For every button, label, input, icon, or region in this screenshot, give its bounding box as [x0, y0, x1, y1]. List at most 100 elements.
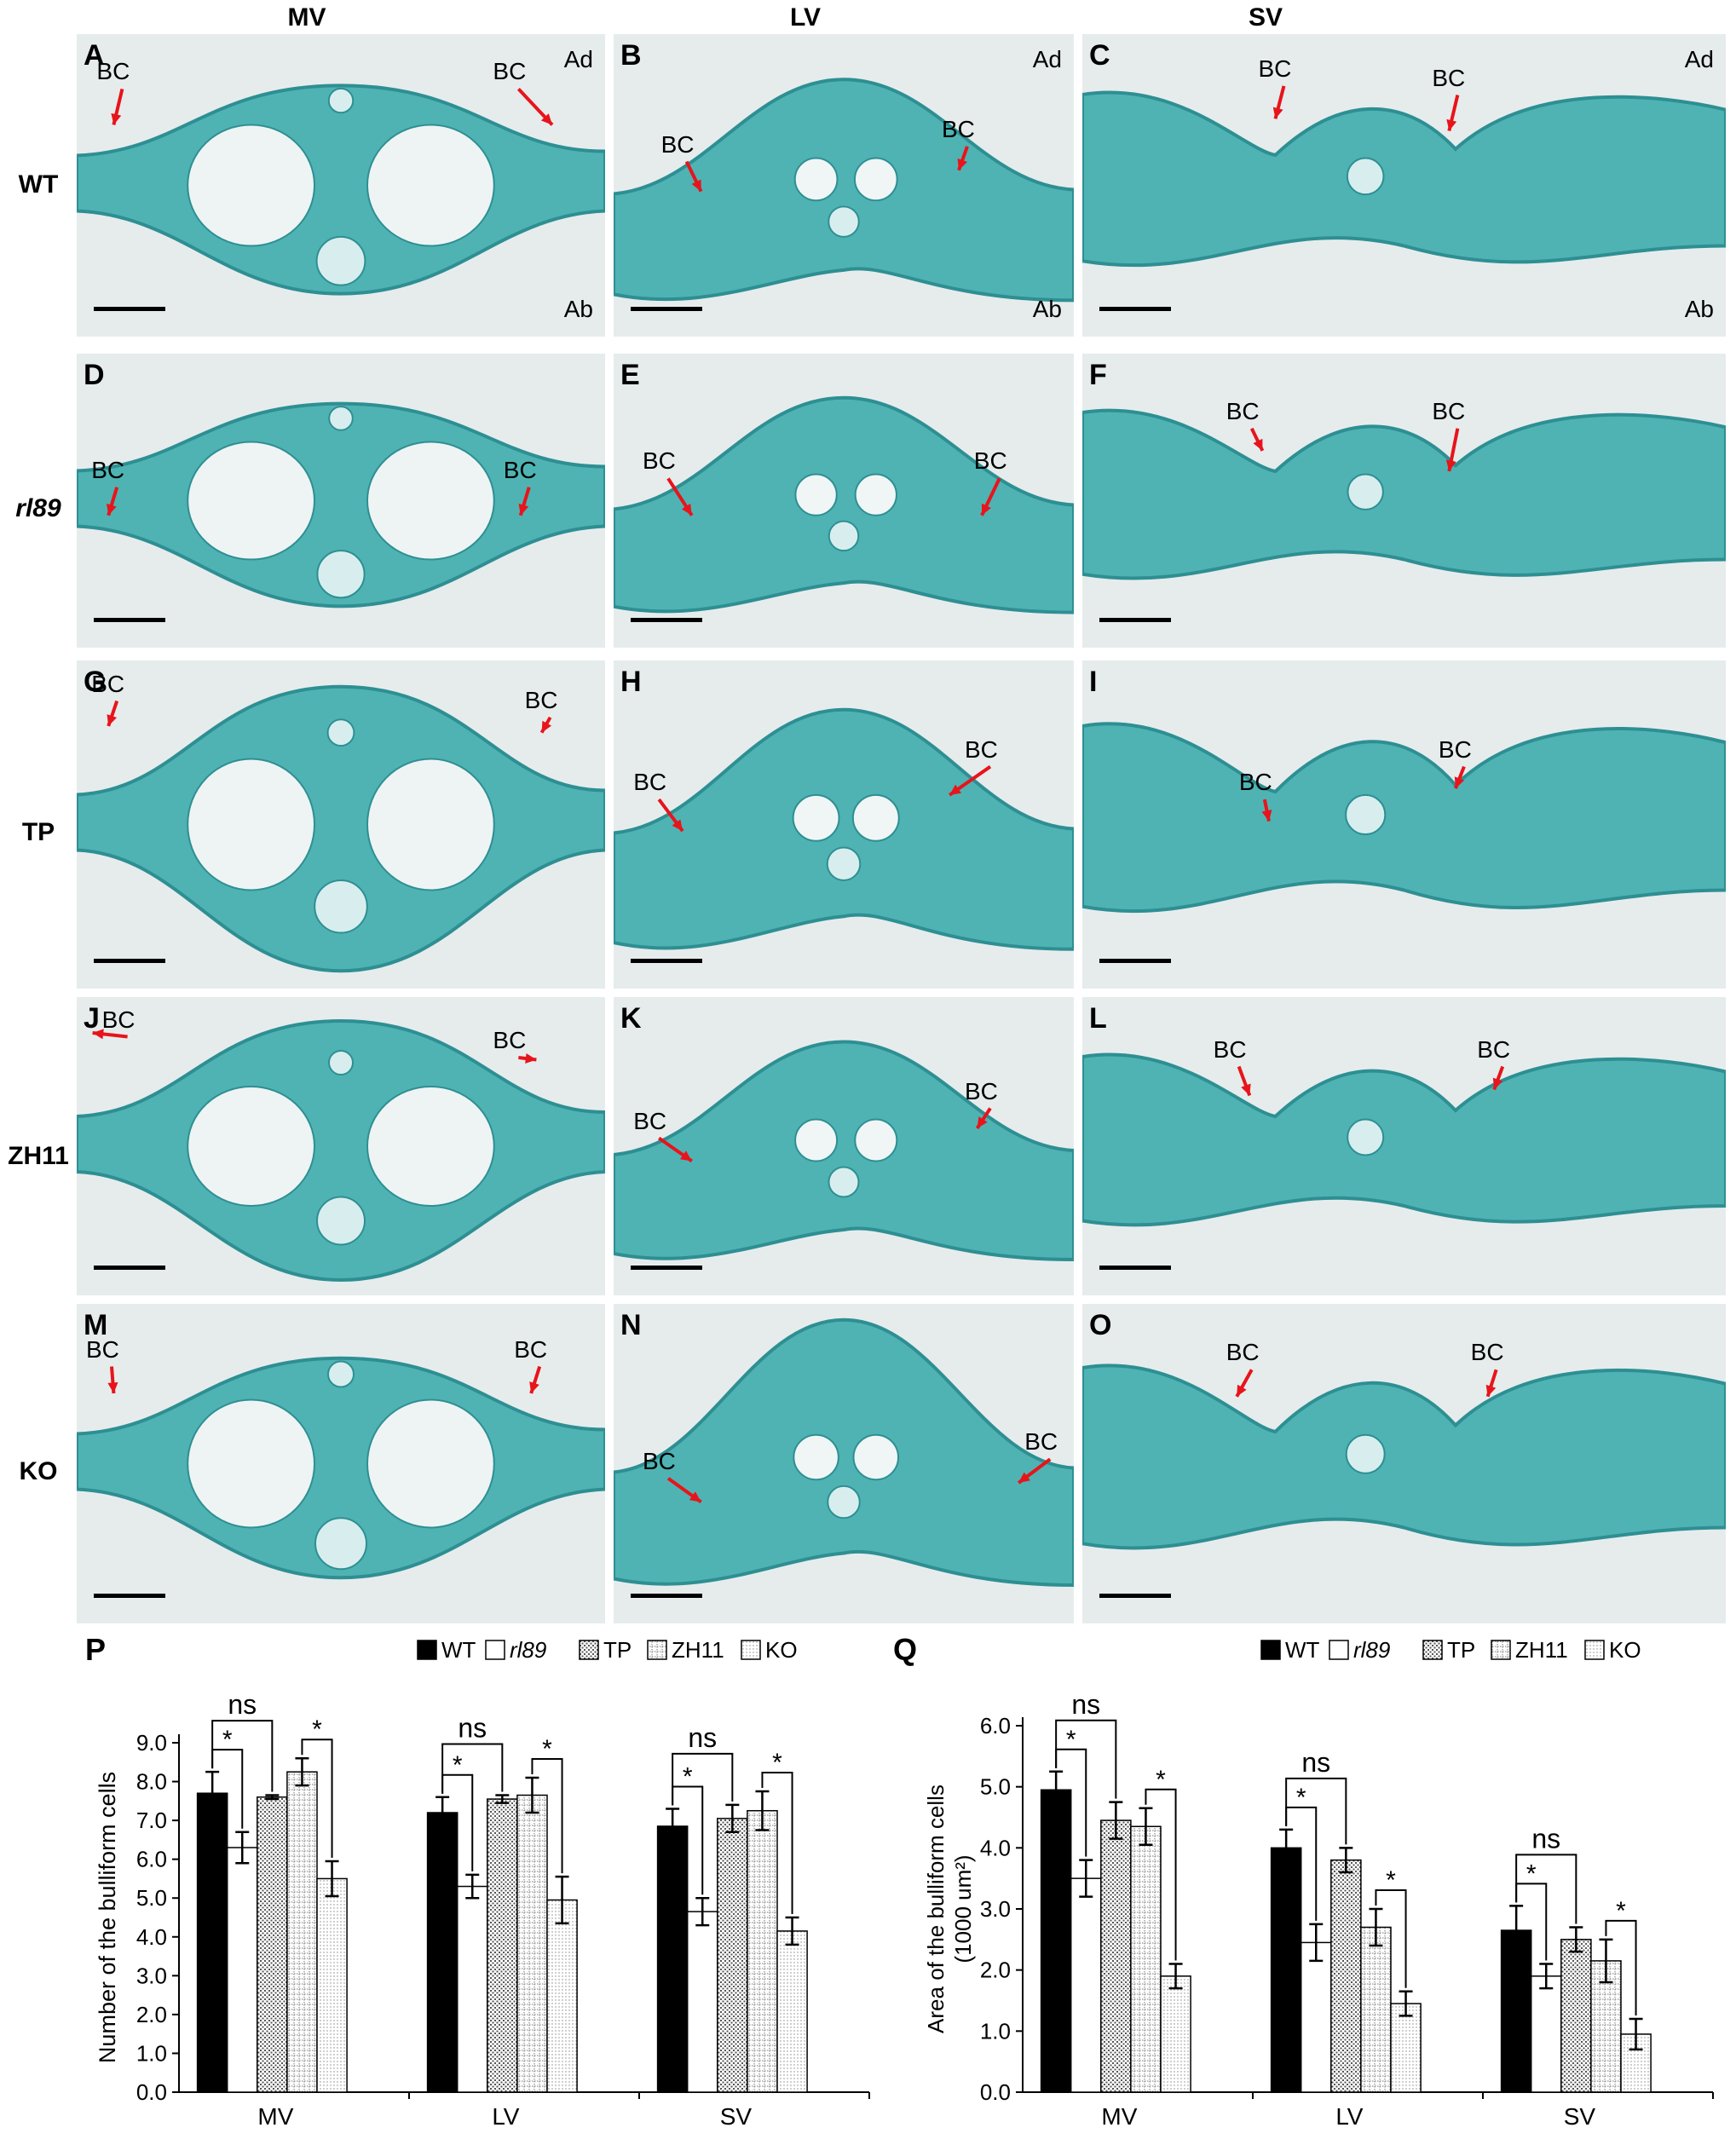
bulliform-arrowhead	[92, 1029, 104, 1040]
bulliform-arrowhead	[949, 784, 962, 795]
significance-label: ns	[1071, 1689, 1100, 1720]
bar-zh11-mv	[286, 1771, 318, 2093]
bulliform-cell-label: BC	[524, 686, 558, 713]
error-bar	[1399, 1990, 1413, 2017]
scale-bar	[1099, 1594, 1171, 1598]
legend-swatch	[1260, 1640, 1281, 1660]
row-label-wt: WT	[18, 170, 59, 199]
micrograph-panel-b: B Ad Ab BC BC	[614, 34, 1074, 337]
bulliform-cell-label: BC	[643, 1447, 676, 1474]
legend-label: TP	[1447, 1637, 1475, 1663]
significance-bracket	[1145, 1788, 1177, 1961]
bar-rl89-lv	[1300, 1941, 1332, 2093]
y-tick-label: 3.0	[980, 1896, 1011, 1922]
leaf-section-image	[614, 1318, 1074, 1588]
bar-ko-mv	[316, 1877, 348, 2093]
significance-label: ns	[1531, 1823, 1560, 1854]
y-tick-label: 2.0	[980, 1958, 1011, 1983]
significance-label: ns	[1301, 1747, 1330, 1778]
bar-zh11-sv	[747, 1809, 778, 2093]
bar-rl89-lv	[456, 1885, 488, 2093]
column-header-mv: MV	[287, 3, 326, 32]
y-axis-label: Area of the bulliform cells	[923, 1785, 949, 2033]
error-bar	[495, 1794, 510, 1804]
significance-bracket	[301, 1738, 333, 1858]
micrograph-panel-f: F BC BC	[1082, 354, 1726, 648]
y-tick-label: 5.0	[980, 1774, 1011, 1800]
legend-swatch	[1422, 1640, 1443, 1660]
bulliform-cell-label: BC	[514, 1335, 548, 1363]
micrograph-panel-h: H BC BC	[614, 660, 1074, 989]
bulliform-arrowhead	[529, 1381, 539, 1393]
panel-label: C	[1089, 39, 1110, 72]
bulliform-arrowhead	[672, 819, 683, 832]
significance-label: *	[683, 1762, 693, 1790]
bar-zh11-mv	[1130, 1825, 1162, 2093]
bar-rl89-sv	[686, 1911, 718, 2093]
y-axis-label-unit: (1000 um²)	[950, 1854, 976, 1963]
error-bar	[1509, 1905, 1524, 1956]
bulliform-arrowhead	[1261, 810, 1272, 822]
row-label-ko: KO	[19, 1457, 58, 1485]
legend-swatch	[1584, 1640, 1605, 1660]
micrograph-panel-c: C Ad Ab BC BC	[1082, 34, 1726, 337]
bulliform-cell-label: BC	[493, 58, 527, 85]
significance-label: *	[1066, 1726, 1076, 1754]
bar-tp-sv	[717, 1818, 748, 2093]
bulliform-arrowhead	[518, 503, 529, 516]
bar-ko-lv	[1390, 2003, 1422, 2093]
leaf-section-image	[1082, 408, 1726, 580]
bulliform-arrowhead	[1445, 459, 1456, 471]
scale-bar	[94, 1594, 165, 1598]
bar-ko-mv	[1160, 1975, 1191, 2093]
bar-rl89-mv	[1070, 1877, 1102, 2093]
row-label-rl89: rl89	[15, 494, 61, 522]
significance-label: *	[1616, 1897, 1626, 1925]
y-tick-label: 6.0	[980, 1713, 1011, 1738]
significance-bracket	[1055, 1719, 1117, 1799]
error-bar	[525, 1776, 539, 1814]
leaf-section-image	[614, 1040, 1074, 1262]
x-tick-label: SV	[720, 2103, 753, 2130]
y-tick-label: 9.0	[136, 1730, 167, 1756]
y-tick-label: 8.0	[136, 1769, 167, 1795]
scale-bar	[631, 959, 702, 963]
bar-chart-bulliform-area: 0.0 1.0 2.0 3.0 4.0 5.0 6.0 Area of the bullifo…	[923, 1637, 1714, 2130]
legend-label: KO	[1609, 1637, 1641, 1663]
bulliform-arrowhead	[111, 112, 122, 125]
micrograph-panel-e: E BC BC	[614, 354, 1074, 648]
bulliform-cell-label: BC	[643, 447, 676, 475]
scale-bar	[631, 618, 702, 622]
panel-label: E	[620, 359, 640, 391]
bulliform-arrowhead	[525, 1052, 537, 1064]
significance-bracket	[1605, 1919, 1637, 2015]
significance-bracket	[1515, 1854, 1577, 1924]
y-tick-label: 0.0	[980, 2079, 1011, 2105]
bar-wt-sv	[1500, 1929, 1532, 2093]
panel-label: H	[620, 666, 642, 698]
leaf-section-image	[77, 1018, 605, 1283]
bulliform-cell-label: BC	[91, 670, 125, 697]
bulliform-arrowhead	[107, 503, 117, 516]
panel-label: B	[620, 39, 642, 72]
bulliform-arrowhead	[977, 1116, 988, 1128]
legend-label: rl89	[1353, 1637, 1390, 1663]
significance-label: *	[772, 1749, 782, 1777]
significance-label: *	[1156, 1766, 1166, 1794]
bulliform-cell-label: BC	[91, 456, 125, 483]
leaf-section-image	[1082, 1364, 1726, 1550]
leaf-section-image	[1082, 1052, 1726, 1227]
adaxial-label: Ad	[563, 46, 593, 72]
micrograph-panel-k: K BC BC	[614, 997, 1074, 1295]
y-tick-label: 6.0	[136, 1847, 167, 1872]
bulliform-cell-label: BC	[101, 1006, 136, 1033]
bulliform-cell-label: BC	[1477, 1035, 1511, 1063]
error-bar	[555, 1875, 569, 1925]
y-tick-label: 2.0	[136, 2002, 167, 2027]
bulliform-cell-label: BC	[965, 735, 998, 763]
panel-label: F	[1089, 359, 1107, 391]
significance-bracket	[672, 1752, 734, 1806]
bulliform-arrowhead	[1446, 118, 1457, 131]
panel-label: M	[84, 1309, 108, 1341]
scale-bar	[94, 618, 165, 622]
